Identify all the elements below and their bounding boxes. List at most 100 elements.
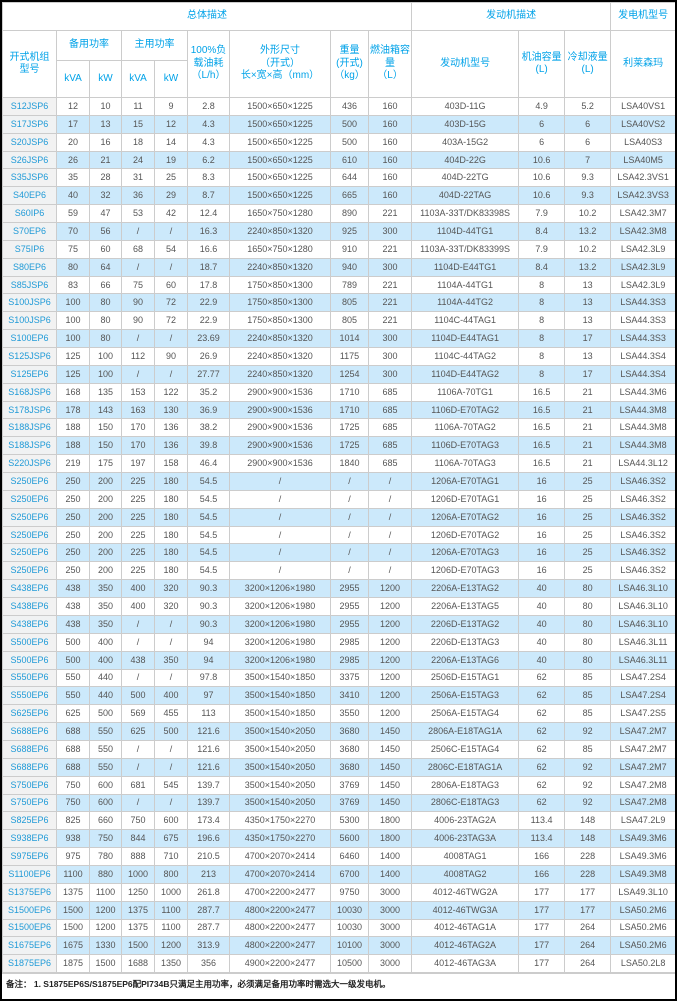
data-cell: LSA46.3S2 [610, 489, 675, 509]
model-link[interactable]: S17JSP6 [2, 114, 57, 134]
model-link[interactable]: S750EP6 [2, 775, 57, 795]
data-cell: / [330, 472, 369, 491]
model-link[interactable]: S1875EP6 [2, 954, 57, 974]
data-cell: 3200×1206×1980 [229, 650, 331, 670]
data-cell: 569 [121, 704, 155, 724]
model-link[interactable]: S80EP6 [2, 257, 57, 277]
data-cell: 436 [330, 97, 369, 116]
data-cell: 6 [564, 132, 612, 152]
data-cell: 1750×850×1300 [229, 275, 331, 295]
data-cell: 54.5 [187, 543, 230, 563]
model-link[interactable]: S125JSP6 [2, 347, 57, 366]
data-cell: 12.4 [187, 204, 230, 224]
model-link[interactable]: S40EP6 [2, 186, 57, 206]
model-link[interactable]: S500EP6 [2, 650, 57, 670]
model-link[interactable]: S550EP6 [2, 686, 57, 706]
data-cell: 210.5 [187, 847, 230, 866]
data-cell: 2806C-E18TAG1A [411, 757, 520, 777]
model-link[interactable]: S938EP6 [2, 829, 57, 849]
model-link[interactable]: S178JSP6 [2, 400, 57, 420]
model-link[interactable]: S975EP6 [2, 847, 57, 866]
model-link[interactable]: S188JSP6 [2, 436, 57, 456]
model-link[interactable]: S85JSP6 [2, 275, 57, 295]
data-cell: 4700×2200×2477 [229, 882, 331, 902]
data-cell: 1250 [121, 882, 155, 902]
data-cell: 350 [89, 597, 122, 616]
model-link[interactable]: S35JSP6 [2, 168, 57, 188]
model-link[interactable]: S438EP6 [2, 579, 57, 599]
model-link[interactable]: S688EP6 [2, 757, 57, 777]
data-cell: 1450 [367, 757, 413, 777]
data-cell: 3000 [367, 900, 413, 920]
model-link[interactable]: S750EP6 [2, 793, 57, 813]
data-cell: 75 [56, 239, 90, 259]
table-row: S1875EP6 1875 1500 1688 1350 356 4900×2200×247… [2, 954, 675, 974]
data-cell: 180 [154, 507, 188, 527]
data-cell: 90.3 [187, 597, 230, 616]
model-link[interactable]: S1500EP6 [2, 918, 57, 938]
model-link[interactable]: S438EP6 [2, 614, 57, 634]
data-cell: 844 [121, 829, 155, 849]
data-cell: 3500×1540×2050 [229, 739, 331, 759]
data-cell: 100 [56, 293, 90, 313]
model-link[interactable]: S220JSP6 [2, 454, 57, 474]
data-cell: 403D-11G [411, 97, 520, 116]
data-cell: 2900×900×1536 [229, 454, 331, 474]
model-link[interactable]: S1675EP6 [2, 936, 57, 956]
model-link[interactable]: S438EP6 [2, 597, 57, 616]
table-row: S500EP6 500 400 438 350 94 3200×1206×1980 2985 1… [2, 650, 675, 670]
data-cell: 3000 [367, 882, 413, 902]
data-cell: 21 [564, 454, 612, 474]
model-link[interactable]: S250EP6 [2, 561, 57, 581]
model-link[interactable]: S100EP6 [2, 329, 57, 349]
model-link[interactable]: S125EP6 [2, 364, 57, 384]
data-cell: 16.6 [187, 239, 230, 259]
data-cell: 4008TAG1 [411, 847, 520, 866]
model-link[interactable]: S250EP6 [2, 543, 57, 563]
model-link[interactable]: S500EP6 [2, 632, 57, 652]
data-cell: 6460 [330, 847, 369, 866]
model-link[interactable]: S168JSP6 [2, 382, 57, 402]
model-link[interactable]: S12JSP6 [2, 97, 57, 116]
model-link[interactable]: S250EP6 [2, 507, 57, 527]
data-cell: 1106D-E70TAG3 [411, 436, 520, 456]
data-cell: 40 [518, 579, 566, 599]
data-cell: LSA49.3M6 [610, 847, 675, 866]
model-link[interactable]: S1500EP6 [2, 900, 57, 920]
model-link[interactable]: S1100EP6 [2, 864, 57, 884]
model-link[interactable]: S825EP6 [2, 811, 57, 831]
model-link[interactable]: S188JSP6 [2, 418, 57, 438]
data-cell: 9 [154, 97, 188, 116]
model-link[interactable]: S688EP6 [2, 739, 57, 759]
data-cell: 85 [564, 668, 612, 688]
model-link[interactable]: S100JSP6 [2, 293, 57, 313]
data-cell: 3680 [330, 757, 369, 777]
table-row: S75IP6 75 60 68 54 16.6 1650×750×1280 910 221 110… [2, 239, 675, 259]
data-cell: 500 [330, 132, 369, 152]
model-link[interactable]: S100JSP6 [2, 311, 57, 331]
model-link[interactable]: S688EP6 [2, 722, 57, 741]
model-link[interactable]: S60IP6 [2, 204, 57, 224]
data-cell: 1500×650×1225 [229, 150, 331, 170]
model-link[interactable]: S250EP6 [2, 489, 57, 509]
model-link[interactable]: S70EP6 [2, 222, 57, 241]
model-link[interactable]: S250EP6 [2, 525, 57, 545]
data-cell: 25 [564, 561, 612, 581]
data-cell: 10 [89, 97, 122, 116]
model-link[interactable]: S20JSP6 [2, 132, 57, 152]
model-link[interactable]: S550EP6 [2, 668, 57, 688]
data-cell: LSA49.3M8 [610, 864, 675, 884]
data-cell: 400 [89, 650, 122, 670]
model-link[interactable]: S26JSP6 [2, 150, 57, 170]
data-cell: 53 [121, 204, 155, 224]
data-cell: 1500 [121, 936, 155, 956]
model-link[interactable]: S250EP6 [2, 472, 57, 491]
data-cell: 7 [564, 150, 612, 170]
model-link[interactable]: S75IP6 [2, 239, 57, 259]
table-row: S1375EP6 1375 1100 1250 1000 261.8 4700×2200×2… [2, 882, 675, 902]
data-cell: / [330, 543, 369, 563]
table-row: S35JSP6 35 28 31 25 8.3 1500×650×1225 644 160 404… [2, 168, 675, 188]
data-cell: 80 [564, 597, 612, 616]
model-link[interactable]: S1375EP6 [2, 882, 57, 902]
model-link[interactable]: S625EP6 [2, 704, 57, 724]
